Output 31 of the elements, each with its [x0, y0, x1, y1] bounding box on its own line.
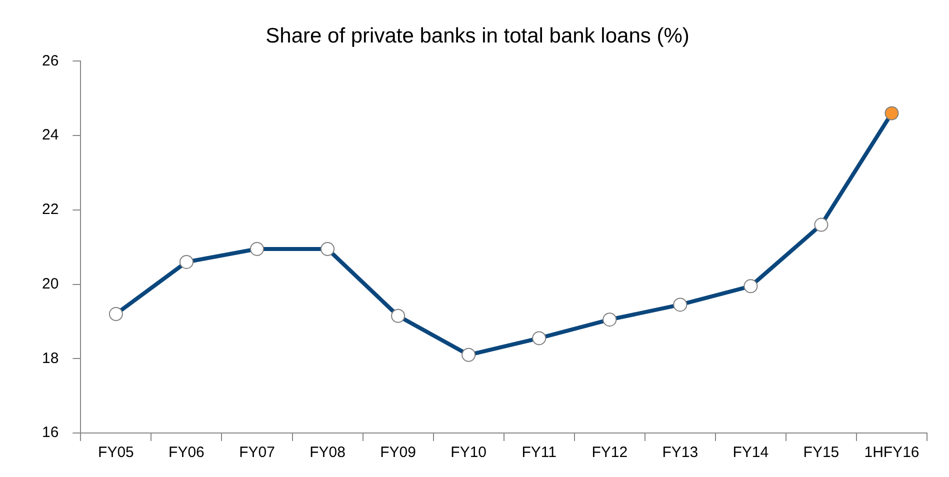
point [250, 242, 264, 256]
x-tick-label: FY14 [732, 444, 769, 462]
x-tick-label: FY09 [380, 444, 416, 462]
chart-title: Share of private banks in total bank loans (%) [266, 24, 690, 48]
x-tick-label: 1HFY16 [864, 444, 920, 462]
point [179, 254, 194, 269]
point [814, 218, 828, 232]
x-tick-label: FY15 [803, 444, 840, 462]
x-tick-label: FY10 [450, 444, 487, 462]
y-tick-label: 16 [42, 424, 59, 442]
point [108, 307, 123, 322]
x-tick-label: FY06 [168, 444, 204, 462]
y-tick-label: 22 [42, 201, 59, 218]
y-tick-label: 26 [42, 52, 59, 70]
point [602, 312, 617, 327]
y-tick-label: 24 [42, 126, 59, 144]
y-tick-label: 18 [42, 350, 59, 367]
point [320, 242, 335, 256]
point [744, 279, 758, 294]
point [532, 331, 546, 346]
x-tick-label: FY11 [522, 444, 556, 462]
point [462, 348, 476, 362]
y-tick-label: 20 [42, 275, 59, 292]
x-tick-label: FY08 [310, 444, 346, 462]
x-tick-label: FY05 [98, 444, 134, 462]
point [884, 106, 899, 120]
x-tick-label: FY13 [662, 444, 698, 462]
point [673, 298, 688, 312]
x-tick-label: FY12 [592, 444, 628, 462]
point [391, 308, 406, 323]
x-tick-label: FY07 [239, 444, 275, 462]
